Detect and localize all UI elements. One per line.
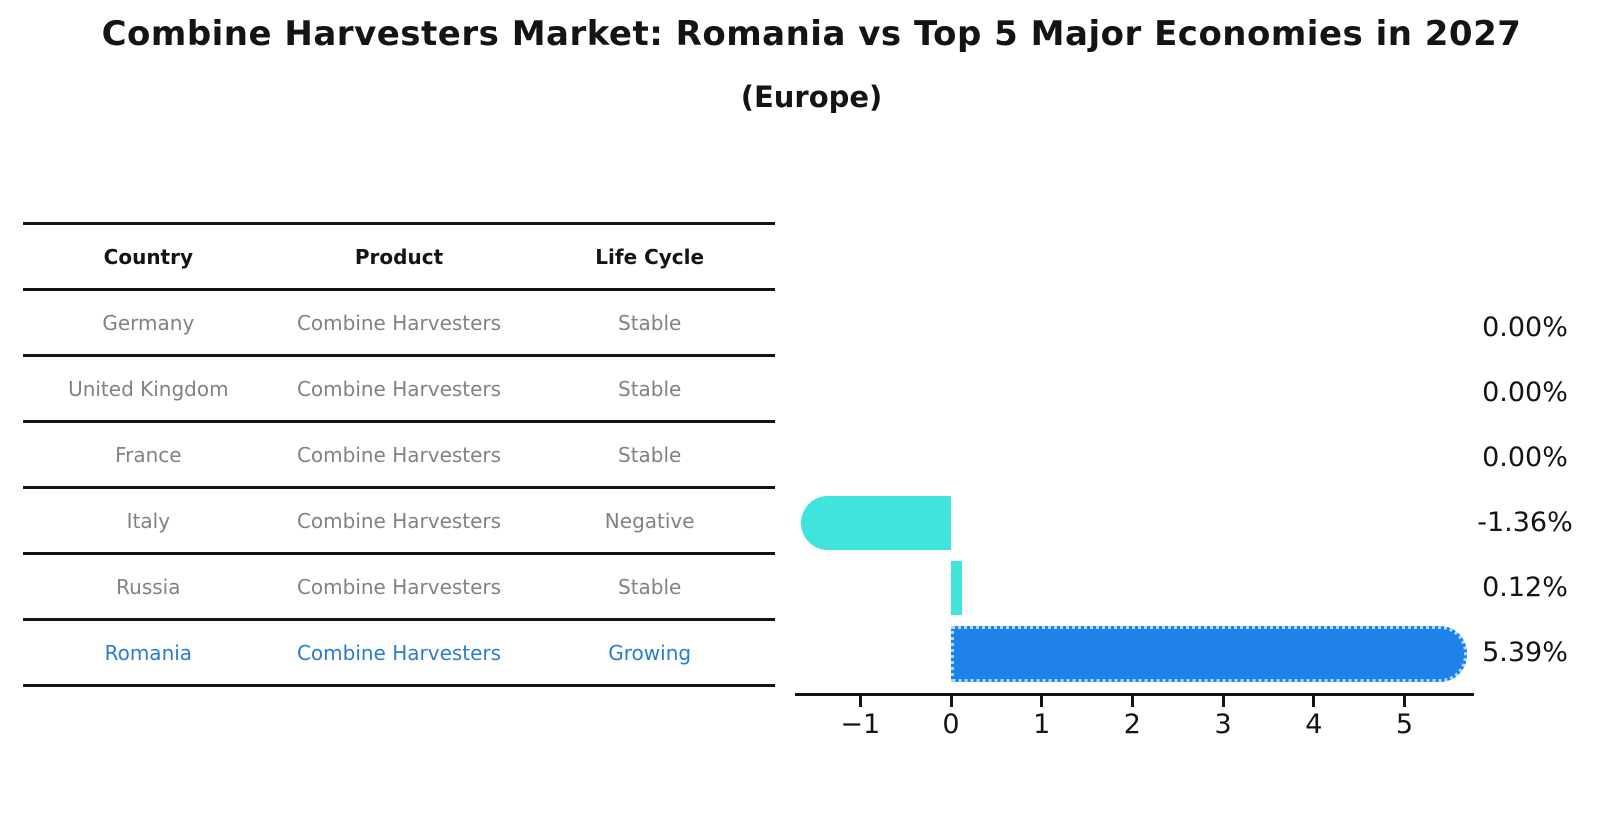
product-cell: Combine Harvesters: [296, 640, 502, 665]
life-cycle-cell: Stable: [618, 376, 682, 401]
value-label-united-kingdom: 0.00%: [1482, 377, 1568, 408]
bar-italy: [800, 496, 951, 550]
x-tick: [1040, 696, 1044, 707]
country-cell: United Kingdom: [68, 376, 229, 401]
country-cell: Romania: [104, 640, 193, 665]
country-cell: France: [115, 442, 182, 467]
table-row-germany: Germany Combine Harvesters Stable: [23, 291, 775, 357]
value-labels: 0.00% 0.00% 0.00% -1.36% 0.12% 5.39%: [1450, 222, 1600, 702]
value-label-romania: 5.39%: [1482, 637, 1568, 668]
life-cycle-cell: Growing: [608, 640, 692, 665]
value-label-italy: -1.36%: [1477, 507, 1573, 538]
life-cycle-cell: Stable: [618, 442, 682, 467]
table-header-life-cycle: Life Cycle: [595, 244, 705, 269]
table-row-romania: Romania Combine Harvesters Growing: [23, 621, 775, 687]
table-header-country: Country: [103, 244, 194, 269]
country-cell: Germany: [102, 310, 195, 335]
value-label-france: 0.00%: [1482, 442, 1568, 473]
product-cell: Combine Harvesters: [296, 508, 502, 533]
x-tick-label: 5: [1395, 709, 1414, 740]
value-label-russia: 0.12%: [1482, 572, 1568, 603]
x-tick-label: 3: [1214, 709, 1232, 740]
life-cycle-cell: Stable: [618, 310, 682, 335]
product-cell: Combine Harvesters: [296, 574, 502, 599]
life-cycle-cell: Stable: [618, 574, 682, 599]
country-cell: Italy: [126, 508, 171, 533]
product-cell: Combine Harvesters: [296, 376, 502, 401]
x-tick: [1312, 696, 1316, 707]
table-row-france: France Combine Harvesters Stable: [23, 423, 775, 489]
country-cell: Russia: [116, 574, 181, 599]
product-cell: Combine Harvesters: [296, 442, 502, 467]
chart-subtitle: (Europe): [740, 80, 883, 114]
table-header-row: Country Product Life Cycle: [23, 225, 775, 291]
bar-russia: [951, 561, 962, 615]
x-tick: [949, 696, 953, 707]
x-tick: [1403, 696, 1406, 707]
bar-chart: −1 0 1 2 3 4 5: [795, 222, 1474, 762]
bar-romania: [951, 626, 1467, 682]
x-tick-label: −1: [840, 709, 881, 740]
x-axis-line: [795, 693, 1474, 696]
value-label-germany: 0.00%: [1482, 312, 1568, 343]
x-tick: [858, 696, 862, 707]
life-cycle-cell: Negative: [604, 508, 695, 533]
table-row-united-kingdom: United Kingdom Combine Harvesters Stable: [23, 357, 775, 423]
x-tick-label: 0: [942, 709, 960, 740]
table-header-product: Product: [354, 244, 444, 269]
chart-title: Combine Harvesters Market: Romania vs To…: [101, 14, 1522, 54]
x-tick-label: 4: [1305, 709, 1323, 740]
x-tick-label: 2: [1123, 709, 1141, 740]
country-table: Country Product Life Cycle Germany Combine H…: [23, 222, 775, 687]
x-tick: [1130, 696, 1134, 707]
product-cell: Combine Harvesters: [296, 310, 502, 335]
x-tick: [1221, 696, 1225, 707]
table-row-russia: Russia Combine Harvesters Stable: [23, 555, 775, 621]
table-row-italy: Italy Combine Harvesters Negative: [23, 489, 775, 555]
x-tick-label: 1: [1033, 709, 1051, 740]
